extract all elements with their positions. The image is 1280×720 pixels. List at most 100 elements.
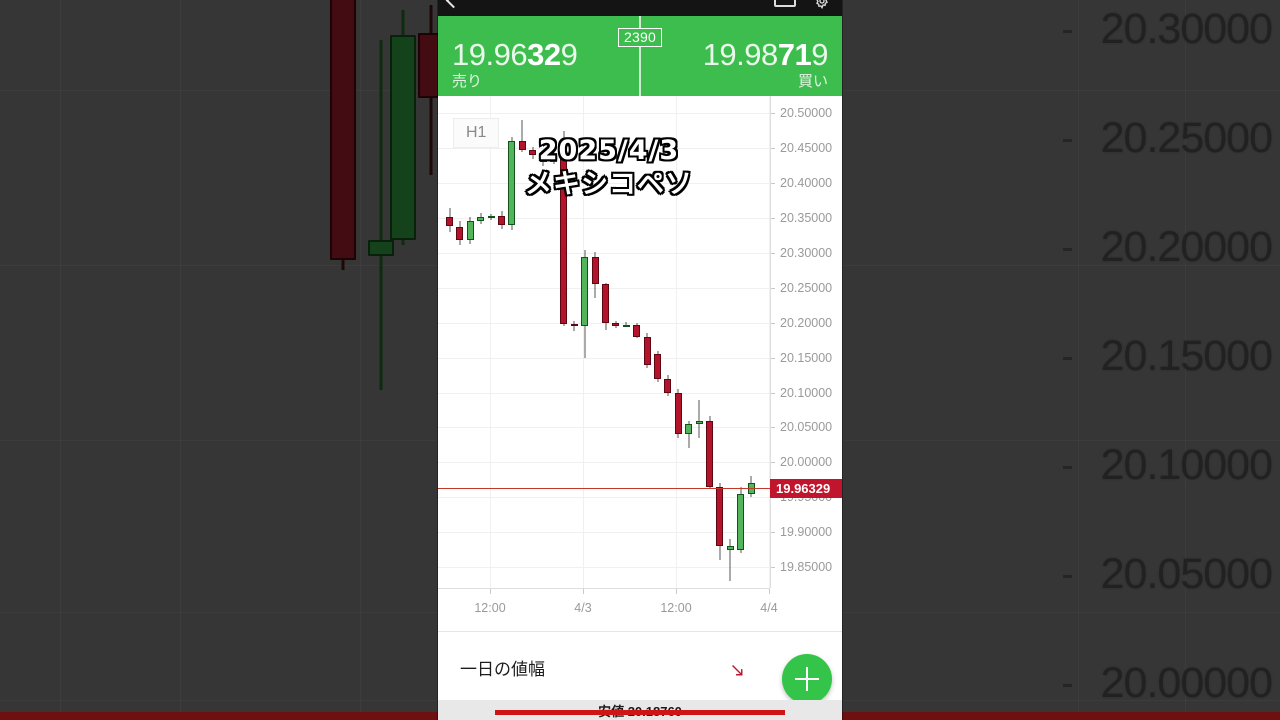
price-axis-tick — [771, 183, 775, 185]
time-axis-tick — [676, 589, 677, 594]
ask-label: 買い — [797, 73, 828, 90]
candle-body — [477, 217, 485, 221]
ask-price-prefix: 19.98 — [702, 37, 779, 72]
candle-wick — [688, 420, 690, 449]
candle — [622, 96, 630, 588]
price-axis-label: 20.45000 — [780, 141, 833, 156]
background-price-label: 20.05000 — [1100, 550, 1273, 598]
candle-body — [695, 420, 703, 424]
gear-icon[interactable] — [814, 0, 830, 9]
background-price-tick — [1063, 684, 1072, 687]
candle — [581, 96, 589, 588]
candle-body — [446, 216, 453, 227]
ask-panel[interactable]: 19.98719 買い — [642, 37, 829, 91]
phone-screen: 2390 19.96329 売り 19.98719 買い H1 2025/4/3… — [438, 0, 842, 720]
candle-body — [664, 378, 672, 393]
time-axis-label: 4/3 — [574, 601, 592, 615]
back-chevron-icon[interactable] — [445, 0, 462, 9]
candle — [591, 96, 599, 588]
bid-price: 19.96329 — [452, 38, 638, 72]
candle-body — [706, 420, 713, 487]
candle-body — [487, 216, 495, 219]
bid-panel[interactable]: 19.96329 売り — [452, 38, 638, 91]
price-axis-tick — [771, 218, 775, 220]
background-price-label: 20.30000 — [1100, 5, 1273, 53]
candle-body — [612, 322, 620, 326]
time-axis-tick — [490, 589, 491, 594]
ask-price: 19.98719 — [642, 37, 829, 72]
candle — [654, 96, 661, 588]
candle-body — [716, 486, 724, 547]
timeframe-badge[interactable]: H1 — [453, 118, 500, 148]
background-price-tick — [1063, 139, 1072, 142]
candle-body — [550, 152, 557, 162]
time-axis-label: 4/4 — [760, 601, 778, 615]
candle — [602, 96, 609, 588]
price-axis-label: 20.05000 — [780, 420, 833, 435]
current-price-marker: 19.96329 — [770, 479, 842, 498]
candle-wick — [625, 322, 627, 327]
daily-range-label: 一日の値幅 — [460, 660, 545, 679]
background-price-label: 20.15000 — [1100, 332, 1273, 380]
add-order-button[interactable] — [782, 654, 832, 704]
candle-body — [674, 392, 682, 435]
price-axis-label: 20.10000 — [780, 385, 833, 400]
candle — [456, 96, 464, 588]
candlestick-chart[interactable]: H1 2025/4/3 メキシコペソ 19.96329 20.50000 20.4… — [438, 96, 842, 631]
ask-price-suffix: 9 — [811, 37, 828, 72]
candle-body — [560, 152, 568, 325]
range-progress-bar — [495, 710, 785, 715]
price-axis-label: 20.40000 — [780, 176, 833, 191]
background-price-label: 20.00000 — [1100, 659, 1273, 707]
price-axis-label: 20.35000 — [780, 211, 833, 226]
candle — [695, 96, 703, 588]
chart-plot-area[interactable] — [438, 96, 770, 588]
time-axis-tick — [583, 589, 584, 594]
candle — [633, 96, 641, 588]
ask-price-bold: 71 — [777, 37, 812, 72]
candle-body — [508, 141, 516, 226]
candle-body — [570, 324, 578, 327]
bid-price-suffix: 9 — [560, 37, 578, 72]
candle-body — [581, 256, 589, 326]
chart-icon[interactable] — [774, 0, 796, 7]
candle — [550, 96, 557, 588]
price-axis-tick — [771, 532, 775, 534]
price-axis-label: 19.85000 — [780, 560, 833, 575]
price-axis-tick — [771, 427, 775, 429]
candle-body — [685, 424, 693, 435]
candle — [706, 96, 713, 588]
spread-badge: 2390 — [618, 28, 662, 47]
background-price-tick — [1063, 466, 1072, 469]
price-axis-tick — [771, 567, 775, 569]
candle-body — [498, 216, 505, 226]
background-price-axis: 20.30000 20.25000 20.20000 20.15000 20.10000… — [1050, 0, 1280, 720]
price-quote-band: 2390 19.96329 売り 19.98719 買い — [438, 16, 842, 96]
price-axis-label: 20.20000 — [780, 315, 833, 330]
candle — [716, 96, 724, 588]
candle-wick — [729, 539, 731, 581]
candle — [612, 96, 620, 588]
bid-price-prefix: 19.96 — [452, 37, 528, 72]
candle — [529, 96, 537, 588]
price-axis-tick — [771, 322, 775, 324]
price-axis-tick — [771, 148, 775, 150]
background-price-tick — [1063, 248, 1072, 251]
price-axis[interactable]: 19.96329 20.50000 20.45000 20.40000 20.3500… — [770, 96, 842, 588]
candle — [643, 96, 651, 588]
candle — [466, 96, 474, 588]
background-price-label: 20.25000 — [1100, 114, 1273, 162]
candle — [508, 96, 516, 588]
candle-body — [529, 150, 537, 156]
candle — [477, 96, 485, 588]
candle-body — [726, 546, 734, 550]
price-axis-tick — [771, 357, 775, 359]
current-price-line — [438, 488, 770, 489]
price-axis-label: 20.00000 — [780, 455, 833, 470]
price-axis-tick — [771, 462, 775, 464]
background-price-tick — [1063, 30, 1072, 33]
candle-wick — [698, 399, 700, 438]
price-axis-tick — [771, 113, 775, 115]
background-price-tick — [1063, 357, 1072, 360]
candle-body — [466, 220, 474, 241]
